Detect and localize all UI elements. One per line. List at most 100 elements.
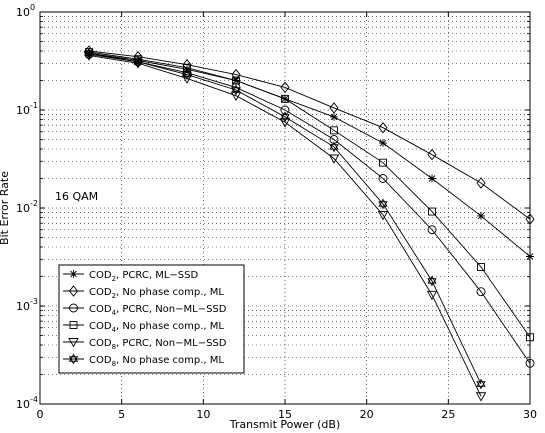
hexagram-part (329, 144, 339, 153)
legend-label: COD8, PCRC, Non−ML−SSD (89, 338, 227, 351)
data-point (475, 392, 487, 402)
legend-item: COD2, PCRC, ML−SSD (63, 270, 198, 283)
data-point (133, 56, 143, 68)
annotation-16qam: 16 QAM (55, 190, 98, 203)
y-tick-label: 100 (16, 3, 35, 19)
y-tick-label: 10-2 (16, 199, 38, 215)
hexagram-part (378, 198, 388, 207)
legend-marker (69, 321, 78, 329)
hexagram-part (182, 71, 192, 80)
data-point (281, 94, 289, 103)
hexagram-part (133, 56, 143, 65)
data-point (379, 158, 387, 167)
data-point (329, 141, 339, 153)
data-point (476, 378, 486, 390)
series-line (88, 52, 531, 257)
data-point (427, 225, 437, 235)
hexagram-part (476, 381, 486, 390)
legend-item: COD4, PCRC, Non−ML−SSD (63, 303, 227, 317)
data-point (330, 112, 338, 121)
data-point (526, 333, 534, 342)
data-point (525, 358, 535, 368)
series-circle (84, 49, 535, 368)
data-point (426, 290, 438, 301)
data-point (427, 275, 437, 287)
legend-item: COD2, No phase comp., ML (63, 285, 224, 300)
data-point (378, 121, 388, 134)
series-line (88, 53, 531, 364)
legend-marker (69, 303, 78, 313)
series-group (83, 45, 535, 402)
data-point (378, 198, 388, 210)
legend-label: COD8, No phase comp., ML (89, 355, 224, 368)
data-point (378, 174, 388, 183)
data-point (231, 68, 241, 81)
data-point (280, 105, 290, 115)
data-point (427, 148, 437, 161)
hexagram-part (182, 69, 192, 78)
x-tick-label: 5 (118, 408, 125, 421)
series-line (88, 52, 482, 385)
y-tick-label: 10-4 (16, 395, 38, 411)
data-point (231, 84, 241, 96)
y-tick-label: 10-1 (16, 101, 38, 117)
hexagram-part (329, 141, 339, 150)
series-diamond (84, 45, 535, 225)
data-point (84, 47, 94, 59)
data-point (280, 81, 290, 94)
hexagram-part (280, 114, 290, 123)
legend-label: COD2, PCRC, ML−SSD (89, 270, 198, 283)
legend: COD2, PCRC, ML−SSD COD2, No phase comp., … (58, 264, 245, 374)
x-tick-label: 0 (37, 408, 44, 421)
hexagram-part (231, 84, 241, 93)
series-line (88, 51, 531, 338)
data-point (329, 102, 339, 114)
data-point (525, 213, 535, 225)
series-hexagram (84, 47, 486, 390)
data-point (377, 210, 389, 221)
hexagram-part (133, 59, 143, 68)
x-tick-label: 30 (523, 408, 537, 421)
data-point (477, 211, 485, 220)
data-point (182, 69, 192, 80)
data-point (379, 139, 387, 148)
data-point (329, 135, 339, 144)
hexagram-part (427, 278, 437, 287)
axis-ticks: 0 5 10 15 20 25 30 10-4 10-3 10-2 10-1 100 (16, 3, 537, 421)
legend-marker (68, 353, 79, 365)
data-point (83, 51, 95, 61)
data-point (476, 287, 486, 297)
hexagram-part (476, 378, 486, 387)
data-point (280, 111, 290, 123)
data-point (232, 76, 240, 85)
x-tick-label: 20 (360, 408, 374, 421)
x-axis-label: Transmit Power (dB) (229, 418, 341, 431)
hexagram-part (68, 353, 79, 362)
hexagram-part (84, 47, 94, 56)
hexagram-part (427, 275, 437, 284)
data-point (428, 174, 436, 183)
legend-label: COD4, PCRC, Non−ML−SSD (89, 304, 227, 317)
legend-item: COD8, No phase comp., ML (63, 353, 224, 368)
hexagram-part (280, 111, 290, 120)
hexagram-part (68, 356, 79, 365)
legend-item: COD4, No phase comp., ML (63, 321, 224, 334)
data-point (183, 63, 191, 72)
x-tick-label: 15 (278, 408, 292, 421)
data-point (526, 252, 534, 261)
data-point (328, 154, 340, 164)
series-line (88, 50, 531, 220)
hexagram-part (231, 87, 241, 96)
legend-label: COD2, No phase comp., ML (89, 287, 224, 300)
legend-label: COD4, No phase comp., ML (89, 321, 224, 334)
x-tick-label: 10 (196, 408, 210, 421)
legend-marker (68, 338, 79, 348)
hexagram-part (84, 50, 94, 59)
data-point (134, 56, 142, 65)
data-point (330, 126, 338, 135)
y-tick-label: 10-3 (16, 297, 38, 313)
legend-box (58, 264, 245, 374)
legend-marker (69, 270, 78, 278)
data-point (428, 207, 436, 216)
